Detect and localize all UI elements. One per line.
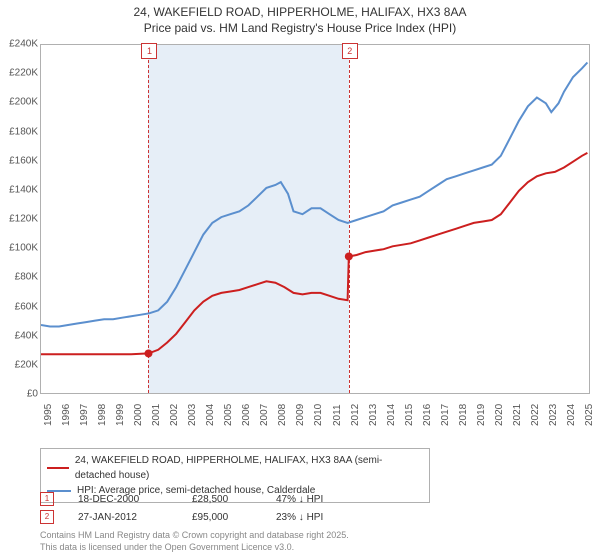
ytick: £140K — [9, 184, 38, 195]
xtick: 2022 — [530, 404, 541, 426]
plot: 1 2 — [40, 44, 590, 394]
xtick: 2004 — [205, 404, 216, 426]
xtick: 2000 — [133, 404, 144, 426]
xtick: 2005 — [223, 404, 234, 426]
xtick: 2021 — [512, 404, 523, 426]
ytick: £180K — [9, 126, 38, 137]
sale-cmp-2: 23% ↓ HPI — [276, 512, 356, 523]
title-line1: 24, WAKEFIELD ROAD, HIPPERHOLME, HALIFAX… — [0, 4, 600, 20]
sale-row-1: 1 18-DEC-2000 £28,500 47% ↓ HPI — [40, 490, 356, 508]
ytick: £220K — [9, 68, 38, 79]
xtick: 2019 — [476, 404, 487, 426]
legend-swatch-property — [47, 467, 69, 469]
ytick: £60K — [15, 301, 38, 312]
xtick: 1996 — [61, 404, 72, 426]
legend-label-property: 24, WAKEFIELD ROAD, HIPPERHOLME, HALIFAX… — [75, 453, 423, 483]
xtick: 1998 — [97, 404, 108, 426]
sale-row-marker-1: 1 — [40, 492, 54, 506]
title-block: 24, WAKEFIELD ROAD, HIPPERHOLME, HALIFAX… — [0, 0, 600, 36]
xtick: 2008 — [277, 404, 288, 426]
ytick: £0 — [27, 389, 38, 400]
sale-date-2: 27-JAN-2012 — [78, 512, 168, 523]
sale-point — [144, 349, 152, 357]
xtick: 2020 — [494, 404, 505, 426]
xtick: 2015 — [404, 404, 415, 426]
xtick: 2023 — [548, 404, 559, 426]
xtick: 2025 — [584, 404, 595, 426]
xtick: 2012 — [350, 404, 361, 426]
xtick: 2014 — [386, 404, 397, 426]
xtick: 2003 — [187, 404, 198, 426]
ytick: £200K — [9, 97, 38, 108]
ytick: £120K — [9, 214, 38, 225]
sale-row-marker-2: 2 — [40, 510, 54, 524]
ytick: £20K — [15, 359, 38, 370]
sale-row-2: 2 27-JAN-2012 £95,000 23% ↓ HPI — [40, 508, 356, 526]
xtick: 2001 — [151, 404, 162, 426]
xtick: 2018 — [458, 404, 469, 426]
ytick: £160K — [9, 155, 38, 166]
ytick: £40K — [15, 330, 38, 341]
chart-area: 1 2 £0£20K£40K£60K£80K£100K£120K£140K£16… — [40, 44, 590, 418]
legend-item-property: 24, WAKEFIELD ROAD, HIPPERHOLME, HALIFAX… — [47, 453, 423, 483]
series-hpi — [41, 63, 587, 327]
xtick: 2006 — [241, 404, 252, 426]
sale-price-1: £28,500 — [192, 494, 252, 505]
xtick: 1997 — [79, 404, 90, 426]
xtick: 2017 — [440, 404, 451, 426]
ytick: £80K — [15, 272, 38, 283]
ytick: £100K — [9, 243, 38, 254]
sale-rows: 1 18-DEC-2000 £28,500 47% ↓ HPI 2 27-JAN… — [40, 490, 356, 526]
xtick: 2002 — [169, 404, 180, 426]
xtick: 2016 — [422, 404, 433, 426]
footer: Contains HM Land Registry data © Crown c… — [40, 530, 349, 553]
xtick: 2010 — [313, 404, 324, 426]
series-property — [41, 153, 587, 354]
sale-point — [345, 252, 353, 260]
footer-line1: Contains HM Land Registry data © Crown c… — [40, 530, 349, 542]
xtick: 2013 — [368, 404, 379, 426]
sale-cmp-1: 47% ↓ HPI — [276, 494, 356, 505]
xtick: 2009 — [295, 404, 306, 426]
footer-line2: This data is licensed under the Open Gov… — [40, 542, 349, 554]
chart-svg — [41, 45, 591, 395]
ytick: £240K — [9, 39, 38, 50]
title-line2: Price paid vs. HM Land Registry's House … — [0, 20, 600, 36]
xtick: 2007 — [259, 404, 270, 426]
sale-price-2: £95,000 — [192, 512, 252, 523]
xtick: 2024 — [566, 404, 577, 426]
sale-date-1: 18-DEC-2000 — [78, 494, 168, 505]
xtick: 1995 — [43, 404, 54, 426]
xtick: 2011 — [332, 404, 343, 426]
xtick: 1999 — [115, 404, 126, 426]
chart-container: 24, WAKEFIELD ROAD, HIPPERHOLME, HALIFAX… — [0, 0, 600, 560]
